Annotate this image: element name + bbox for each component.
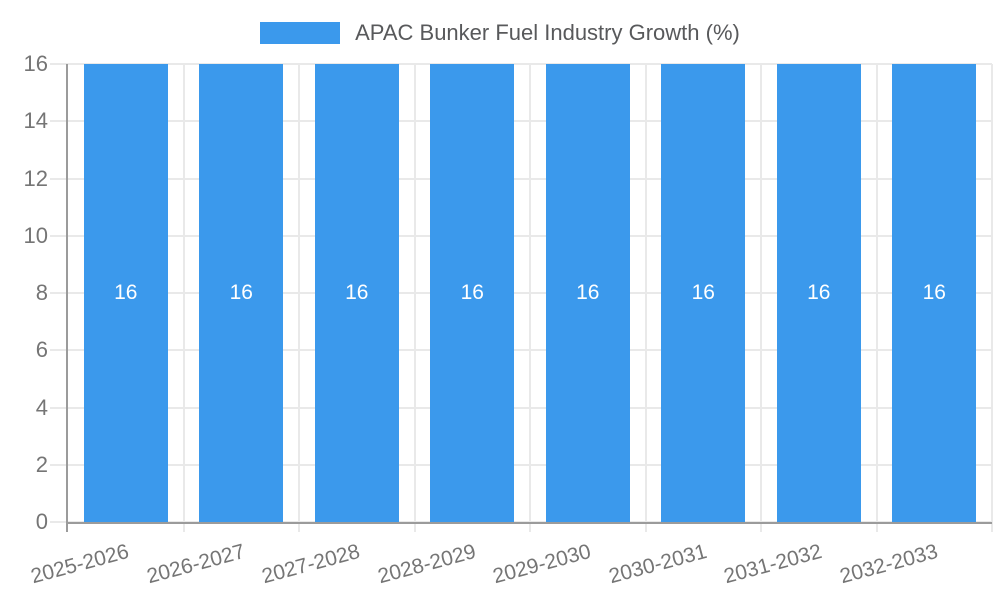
x-gridline [644,64,647,532]
bar [430,64,515,522]
y-tick-label: 6 [35,337,48,363]
x-tick-label: 2029-2030 [490,540,594,589]
bar [545,64,630,522]
bar-value-label: 16 [460,281,484,304]
bar-value-label: 16 [114,281,138,304]
x-gridline [991,64,993,532]
y-tick-label: 8 [35,280,48,305]
x-tick-label: 2028-2029 [375,540,479,589]
y-tick-label: 16 [23,51,48,76]
bar-value-label: 16 [345,281,369,304]
bar [892,64,977,522]
legend-swatch [260,22,341,44]
bar [83,64,168,522]
x-tick-label: 2026-2027 [144,540,248,589]
y-gridline [50,292,992,294]
bar [314,64,399,522]
legend-label: APAC Bunker Fuel Industry Growth (%) [355,20,740,45]
bar-value-label: 16 [229,281,253,304]
x-gridline [182,64,185,532]
y-tick-label: 10 [23,222,48,248]
legend: APAC Bunker Fuel Industry Growth (%) [0,20,1000,46]
x-axis-line [66,522,992,524]
x-gridline [875,64,878,532]
y-gridline [50,120,992,123]
x-gridline [413,64,416,532]
x-gridline [298,64,300,532]
y-gridline [50,406,992,409]
y-tick-label: 12 [23,165,48,191]
y-gridline [50,177,992,180]
x-tick-label: 2031-2032 [721,540,825,589]
y-axis-line [66,64,68,532]
y-gridline [50,234,992,237]
bar-value-label: 16 [576,281,600,304]
y-tick-label: 2 [35,451,48,477]
y-tick-label: 14 [23,108,48,134]
x-gridline [529,64,531,532]
bar [199,64,284,522]
y-gridline [50,463,992,466]
bar-value-label: 16 [922,281,946,304]
bar-value-label: 16 [807,281,831,304]
x-tick-label: 2025-2026 [28,540,132,589]
y-gridline [50,63,992,65]
y-tick-label: 4 [35,394,48,420]
bar-value-label: 16 [691,281,715,304]
x-gridline [760,64,762,532]
bar [776,64,861,522]
x-tick-label: 2027-2028 [259,540,363,589]
x-tick-label: 2030-2031 [606,540,710,589]
x-tick-label: 2032-2033 [837,540,941,589]
y-gridline [50,349,992,352]
bar [661,64,746,522]
y-tick-label: 0 [35,509,48,534]
